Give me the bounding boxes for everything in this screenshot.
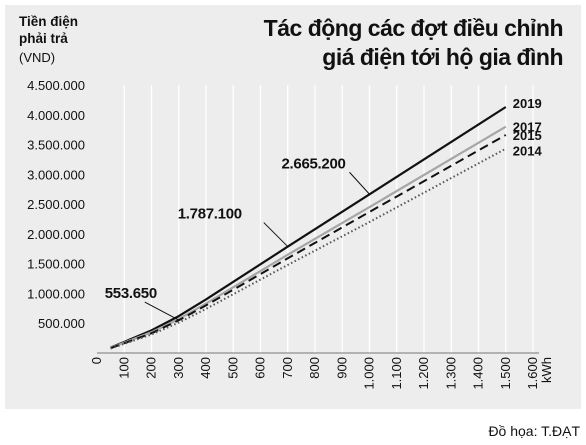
y-tick-label: 2.500.000 [27,197,85,212]
annotation-label: 1.787.100 [178,206,242,223]
chart-panel: 0 100 200 300 400 500 600 700 800 900 1.000 1.100 1.… [5,5,581,409]
x-tick-label: 100 [116,357,131,379]
series-line-2015 [110,134,507,350]
series-label-2019: 2019 [513,96,542,111]
y-axis-label-line2: phải trả [19,31,68,46]
y-tick-label: 1.000.000 [27,286,85,301]
x-tick-label: 800 [307,357,322,379]
annotation-leader [349,171,370,195]
x-tick-label: 400 [198,357,213,379]
series-line-2014 [110,147,507,350]
graphic-credit: Đồ họa: T.ĐẠT [488,423,580,439]
y-tick-label: 500.000 [38,316,85,331]
y-tick-label: 3.000.000 [27,167,85,182]
series-label-2017: 2017 [513,120,542,135]
y-axis-label-line1: Tiền điện [19,14,79,29]
annotation-label: 2.665.200 [282,155,346,172]
x-tick-label: 0 [89,357,104,364]
x-tick-label: 900 [334,357,349,379]
y-tick-label: 4.000.000 [27,108,85,123]
x-tick-label: 1.500 [498,357,513,390]
x-tick-label: 1.600 [525,357,540,390]
chart-title-line1: Tác động các đợt điều chỉnh [263,15,564,41]
x-tick-label: 1.000 [362,357,377,390]
x-tick-label: 1.300 [443,357,458,390]
annotation-leader [144,301,179,321]
x-tick-label: 1.400 [471,357,486,390]
annotation-leader [263,222,289,247]
line-chart: 0 100 200 300 400 500 600 700 800 900 1.000 1.100 1.… [27,78,554,390]
chart-title-line2: giá điện tới hộ gia đình [322,44,563,70]
x-tick-label: 500 [225,357,240,379]
y-tick-label: 3.500.000 [27,138,85,153]
annotation-label: 553.650 [105,285,157,302]
x-tick-label: 1.200 [416,357,431,390]
x-axis-label: kWh [539,357,554,383]
x-tick-label: 200 [144,357,159,379]
y-tick-label: 1.500.000 [27,257,85,272]
series-line-2019 [110,106,507,349]
series-label-2015: 2015 [513,128,542,143]
y-tick-label: 2.000.000 [27,227,85,242]
x-tick-label: 1.100 [389,357,404,390]
series-label-2014: 2014 [513,144,543,159]
x-tick-label: 300 [171,357,186,379]
x-tick-label: 700 [280,357,295,379]
x-tick-label: 600 [253,357,268,379]
y-tick-label: 4.500.000 [27,78,85,93]
y-axis-unit: (VND) [19,50,56,65]
